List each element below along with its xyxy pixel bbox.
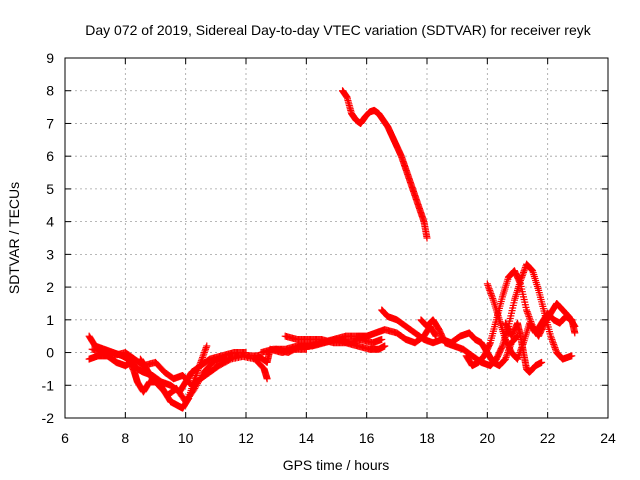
data-point (550, 340, 558, 348)
data-point (516, 279, 524, 287)
data-point (423, 234, 431, 242)
data-point (524, 311, 532, 319)
data-point (192, 371, 200, 379)
data-point (514, 355, 521, 363)
series-arc-mid-3 (272, 335, 386, 357)
data-point (552, 345, 560, 353)
data-point (520, 267, 528, 275)
data-point (538, 358, 546, 366)
data-point (378, 335, 386, 343)
data-point (203, 342, 211, 350)
x-tick-label: 24 (600, 430, 616, 446)
data-point (202, 344, 210, 352)
y-tick-label: 2 (46, 279, 54, 295)
data-point (486, 340, 494, 348)
data-point (498, 343, 506, 351)
data-point (568, 352, 576, 360)
data-point (199, 352, 207, 360)
series-arc-late-4 (462, 267, 579, 370)
data-point (520, 268, 528, 276)
x-tick-label: 14 (299, 430, 315, 446)
data-point (550, 342, 558, 350)
data-point (381, 342, 389, 350)
data-point (570, 321, 578, 329)
data-point (548, 337, 556, 345)
data-point (487, 290, 495, 298)
data-point (571, 329, 579, 337)
data-point (489, 295, 497, 303)
data-point (503, 352, 511, 360)
y-tick-label: 9 (46, 50, 54, 66)
data-point (198, 355, 206, 363)
chart-title: Day 072 of 2019, Sidereal Day-to-day VTE… (85, 22, 591, 38)
y-tick-label: 6 (46, 148, 54, 164)
data-point (523, 306, 531, 314)
data-point (551, 344, 559, 352)
data-point (526, 314, 534, 322)
data-point (514, 353, 522, 361)
series-arc-late-5 (501, 319, 546, 376)
y-tick-label: -2 (42, 410, 55, 426)
series-arc-early-4 (136, 352, 271, 406)
x-tick-label: 22 (540, 430, 556, 446)
y-tick-label: 1 (46, 312, 54, 328)
data-point (200, 350, 208, 358)
data-point (485, 285, 493, 293)
data-point (488, 291, 496, 299)
data-point (502, 353, 510, 361)
y-tick-label: 4 (46, 214, 54, 230)
data-point (199, 353, 207, 361)
data-point (549, 339, 557, 347)
y-tick-label: 3 (46, 246, 54, 262)
data-point (571, 322, 579, 330)
data-point (548, 335, 556, 343)
data-point (501, 355, 509, 363)
x-tick-label: 18 (419, 430, 435, 446)
y-tick-label: 0 (46, 345, 54, 361)
data-point (485, 283, 493, 291)
y-tick-label: 8 (46, 83, 54, 99)
data-points (85, 87, 579, 412)
x-tick-label: 10 (178, 430, 194, 446)
data-point (524, 309, 532, 317)
data-point (527, 319, 535, 327)
data-point (202, 345, 210, 353)
data-point (523, 308, 531, 316)
x-axis-label: GPS time / hours (283, 457, 390, 473)
plot-frame (64, 57, 609, 419)
data-point (547, 334, 555, 342)
x-tick-label: 8 (121, 430, 129, 446)
data-point (484, 281, 492, 289)
data-point (486, 288, 494, 296)
series-arc-early-2 (85, 349, 250, 396)
data-point (547, 332, 555, 340)
data-point (526, 316, 534, 324)
data-point (263, 375, 271, 383)
data-point (200, 349, 208, 357)
data-point (486, 286, 494, 294)
data-point (519, 270, 527, 278)
y-tick-label: 5 (46, 181, 54, 197)
data-point (525, 313, 533, 321)
series-arc-high (339, 87, 431, 242)
x-tick-label: 20 (480, 430, 496, 446)
x-tick-label: 16 (359, 430, 375, 446)
data-point (201, 347, 209, 355)
x-tick-label: 12 (238, 430, 254, 446)
x-tick-label: 6 (61, 430, 69, 446)
y-tick-label: -1 (42, 377, 55, 393)
data-point (527, 317, 535, 325)
data-point (483, 280, 491, 288)
data-point (521, 265, 529, 273)
data-point (488, 293, 496, 301)
y-axis-label: SDTVAR / TECUs (6, 182, 22, 294)
data-point (431, 331, 439, 339)
y-tick-label: 7 (46, 115, 54, 131)
